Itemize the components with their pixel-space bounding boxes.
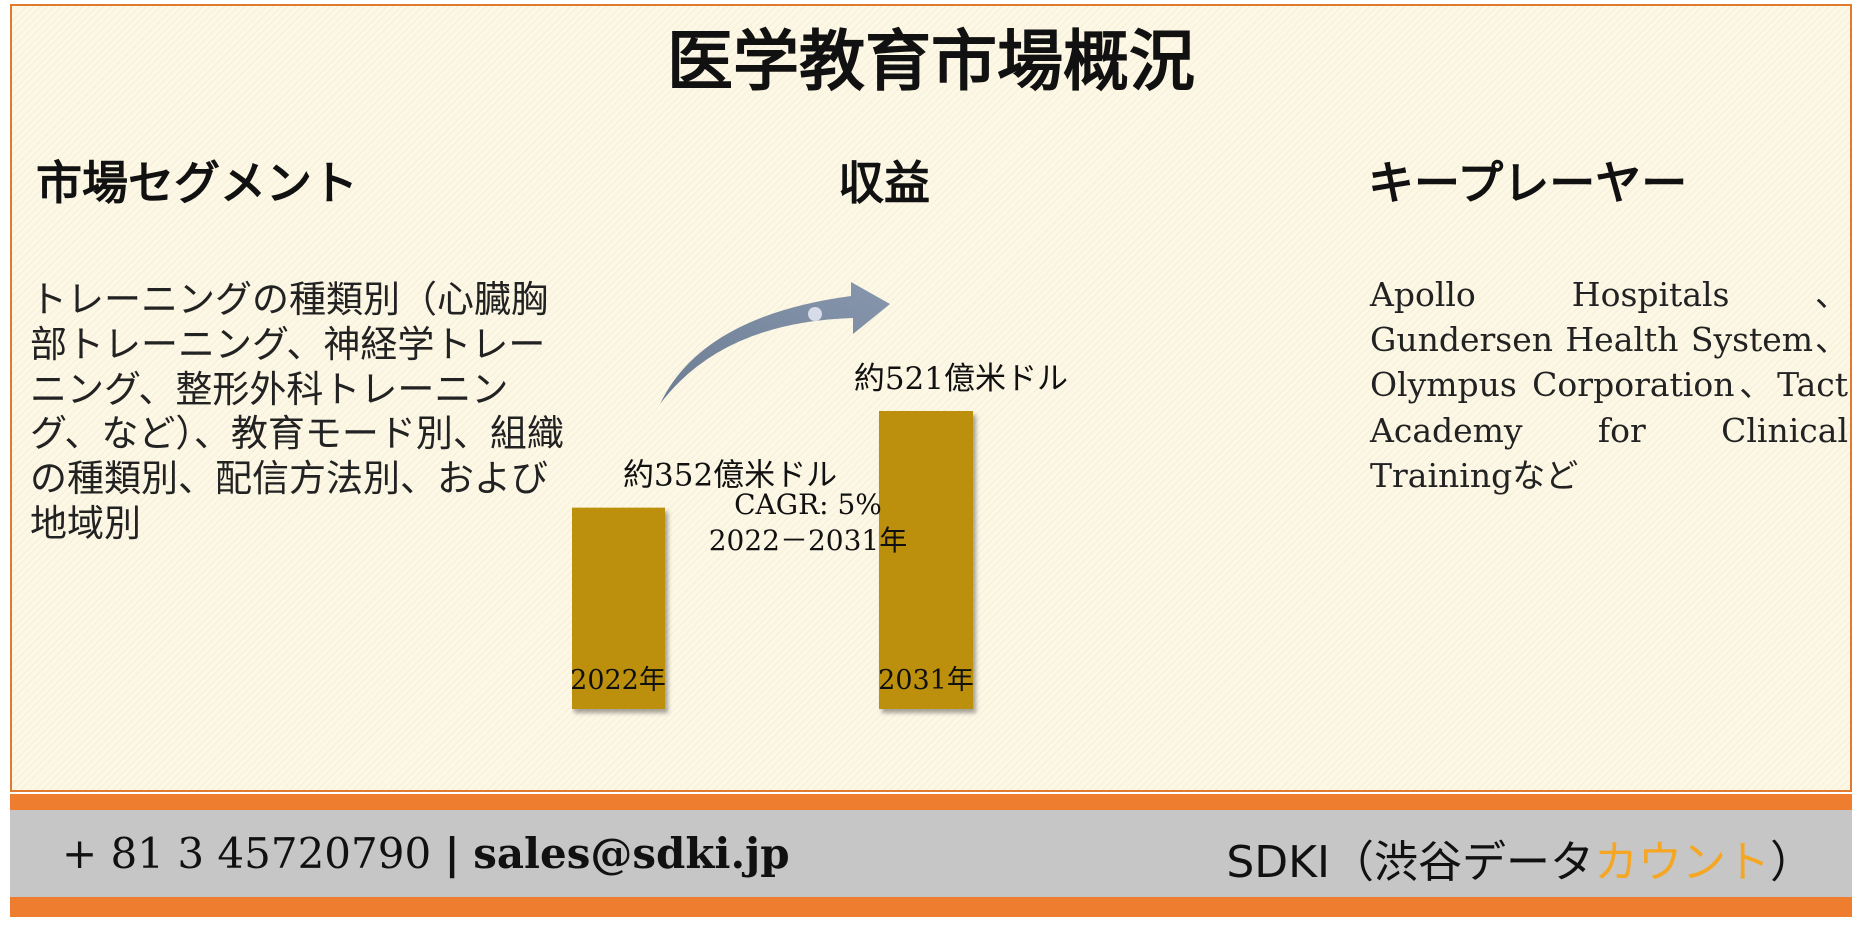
brand-suffix: ）	[1770, 837, 1814, 888]
brand-prefix: SDKI（渋谷データ	[1226, 837, 1594, 888]
brand-accent: カウント	[1594, 837, 1770, 888]
contact-info: + 81 3 45720790 | sales@sdki.jp	[62, 829, 790, 878]
key-players-list: Apollo Hospitals、Gundersen Health System…	[1370, 275, 1848, 495]
revenue-chart: 2022年 約352億米ドル 2031年 約521億米ドル CAGR: 5% 2022…	[572, 282, 1068, 709]
arrow-dot	[808, 307, 822, 321]
cagr-period-label: 2022－2031年	[709, 524, 908, 557]
segment-heading: 市場セグメント	[36, 156, 358, 210]
brand-name: SDKI（渋谷データカウント）	[1226, 826, 1814, 890]
bar-year-label-1: 2031年	[878, 665, 974, 696]
bar-1	[879, 410, 973, 709]
infographic-panel: 医学教育市場概況 市場セグメント 収益 キープレーヤー トレーニングの種類別（心…	[10, 4, 1852, 792]
contact-separator: |	[444, 829, 460, 878]
footer-bottom-band	[10, 897, 1852, 917]
email-link[interactable]: sales@sdki.jp	[473, 829, 790, 878]
footer: + 81 3 45720790 | sales@sdki.jp SDKI（渋谷デ…	[10, 810, 1852, 897]
page-title: 医学教育市場概況	[667, 22, 1195, 100]
bar-value-label-0: 約352億米ドル	[623, 458, 837, 494]
players-heading: キープレーヤー	[1368, 156, 1688, 210]
cagr-label: CAGR: 5%	[734, 488, 882, 521]
segment-description: トレーニングの種類別（心臓胸部トレーニング、神経学トレーニング、整形外科トレーニ…	[30, 278, 564, 545]
revenue-heading: 収益	[838, 156, 930, 210]
phone-number: + 81 3 45720790	[62, 829, 432, 878]
footer-top-band	[10, 794, 1852, 810]
bar-0	[572, 507, 665, 709]
bar-value-label-1: 約521億米ドル	[854, 361, 1068, 397]
growth-arrow	[660, 282, 890, 404]
bar-year-label-0: 2022年	[572, 665, 666, 696]
